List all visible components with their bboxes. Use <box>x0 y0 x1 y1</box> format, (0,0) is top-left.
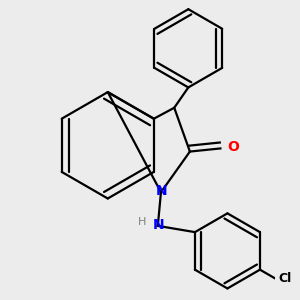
Text: H: H <box>138 217 146 227</box>
Text: Cl: Cl <box>278 272 291 285</box>
Text: O: O <box>227 140 239 154</box>
Text: N: N <box>156 184 167 199</box>
Text: N: N <box>153 218 164 232</box>
